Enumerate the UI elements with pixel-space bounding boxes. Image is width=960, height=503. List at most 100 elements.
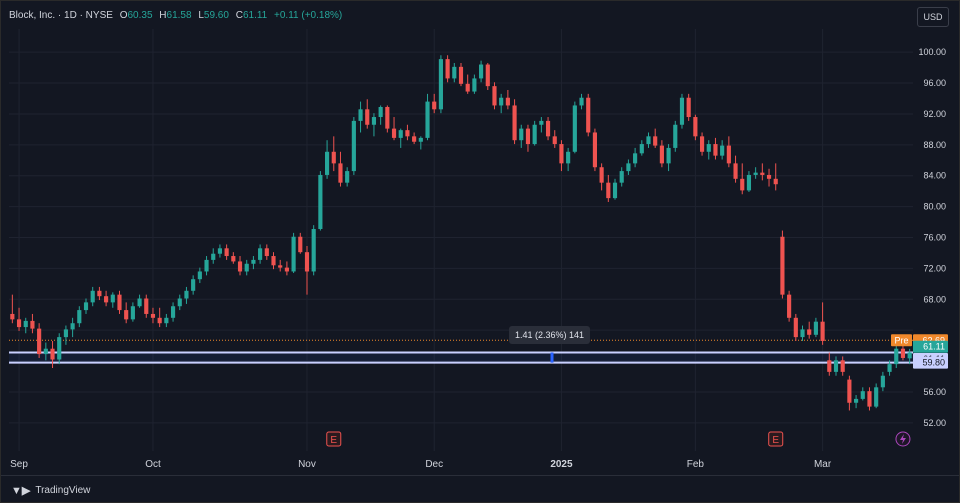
candle-body bbox=[639, 144, 644, 154]
grid bbox=[9, 29, 913, 451]
candle bbox=[465, 74, 470, 94]
candle-body bbox=[780, 236, 785, 295]
currency-button[interactable]: USD bbox=[917, 7, 949, 27]
candle-body bbox=[432, 101, 437, 110]
candle bbox=[472, 74, 477, 94]
candle bbox=[318, 171, 323, 231]
candle-body bbox=[331, 151, 336, 164]
candle-body bbox=[740, 178, 745, 191]
candle bbox=[398, 128, 403, 148]
candle-body bbox=[83, 302, 89, 311]
time-tick-label: Sep bbox=[10, 459, 28, 470]
candle bbox=[659, 140, 664, 168]
candle bbox=[264, 244, 269, 260]
candle-body bbox=[278, 265, 283, 268]
candle bbox=[699, 132, 705, 156]
brand-label: TradingView bbox=[35, 485, 91, 496]
candle-body bbox=[887, 364, 892, 372]
candle bbox=[83, 298, 89, 314]
candle-body bbox=[211, 253, 216, 260]
candle bbox=[545, 117, 551, 141]
candle bbox=[907, 348, 912, 365]
candle-body bbox=[170, 306, 176, 318]
candle bbox=[740, 163, 745, 195]
candle bbox=[760, 163, 765, 181]
candle-body bbox=[726, 145, 731, 164]
candle-body bbox=[854, 398, 859, 403]
candle-body bbox=[706, 144, 711, 152]
candle bbox=[197, 267, 202, 284]
candle-body bbox=[57, 337, 62, 360]
candle-body bbox=[539, 120, 544, 125]
candle-body bbox=[338, 163, 343, 183]
time-axis[interactable]: Sep Oct Nov Dec 2025 Feb Mar bbox=[10, 459, 832, 470]
candle bbox=[505, 90, 510, 110]
price-axis[interactable]: 52.00 56.00 68.00 72.00 76.00 80.00 84.00 88.00… bbox=[891, 47, 948, 428]
price-tick-label: 76.00 bbox=[923, 233, 946, 243]
candle-body bbox=[572, 105, 577, 152]
candle-body bbox=[699, 136, 705, 152]
candle bbox=[170, 302, 176, 322]
candle bbox=[137, 294, 142, 308]
candle-body bbox=[559, 144, 564, 164]
candle bbox=[291, 232, 296, 274]
candle bbox=[217, 244, 223, 258]
candle bbox=[579, 93, 584, 110]
candle bbox=[686, 93, 691, 121]
candle-body bbox=[197, 271, 202, 280]
candle bbox=[244, 259, 249, 276]
candle bbox=[840, 356, 845, 376]
candle-body bbox=[827, 360, 832, 372]
earnings-marker bbox=[326, 431, 342, 447]
candle bbox=[626, 159, 631, 175]
symbol-title: Block, Inc. · 1D · NYSE bbox=[9, 10, 113, 21]
measure-tooltip: 1.41 (2.36%) 141 bbox=[509, 326, 591, 344]
candle bbox=[391, 117, 397, 141]
low-label: L bbox=[198, 10, 204, 21]
candle bbox=[559, 140, 564, 172]
candle-body bbox=[191, 279, 196, 291]
open-value: 60.35 bbox=[127, 10, 153, 21]
candle-body bbox=[720, 145, 725, 156]
time-tick-label: 2025 bbox=[550, 459, 573, 470]
close-value: 61.11 bbox=[242, 10, 268, 21]
candle-body bbox=[137, 298, 142, 307]
candle-body bbox=[425, 101, 430, 138]
candle bbox=[499, 93, 504, 114]
tradingview-brand[interactable]: ▼▶ TradingView bbox=[11, 484, 90, 497]
candle bbox=[278, 259, 283, 272]
high-label: H bbox=[159, 10, 167, 21]
candle bbox=[713, 137, 718, 160]
candle bbox=[338, 151, 343, 187]
candle bbox=[418, 136, 423, 150]
candle-body bbox=[679, 97, 685, 125]
candle-body bbox=[505, 97, 510, 106]
pre-tag-bg bbox=[891, 334, 912, 347]
candle bbox=[191, 275, 196, 295]
candle bbox=[874, 383, 879, 409]
candle-body bbox=[465, 83, 470, 92]
low-value: 59.60 bbox=[203, 10, 229, 21]
candle-body bbox=[204, 259, 209, 272]
candle bbox=[331, 136, 336, 172]
candle bbox=[432, 93, 437, 114]
measure-area bbox=[9, 352, 913, 363]
candle-body bbox=[793, 317, 798, 338]
candles[interactable] bbox=[10, 55, 912, 411]
candle bbox=[365, 99, 370, 129]
candle bbox=[753, 167, 758, 179]
candle-body bbox=[244, 263, 249, 272]
candle bbox=[452, 62, 457, 83]
earnings-icon: E bbox=[330, 435, 337, 446]
candle-body bbox=[586, 97, 591, 133]
candle bbox=[345, 167, 350, 187]
candle-body bbox=[124, 310, 129, 320]
candle-body bbox=[184, 290, 189, 299]
candle-body bbox=[438, 59, 443, 110]
candle bbox=[833, 356, 839, 376]
candle bbox=[733, 155, 738, 183]
candle-body bbox=[874, 387, 879, 407]
